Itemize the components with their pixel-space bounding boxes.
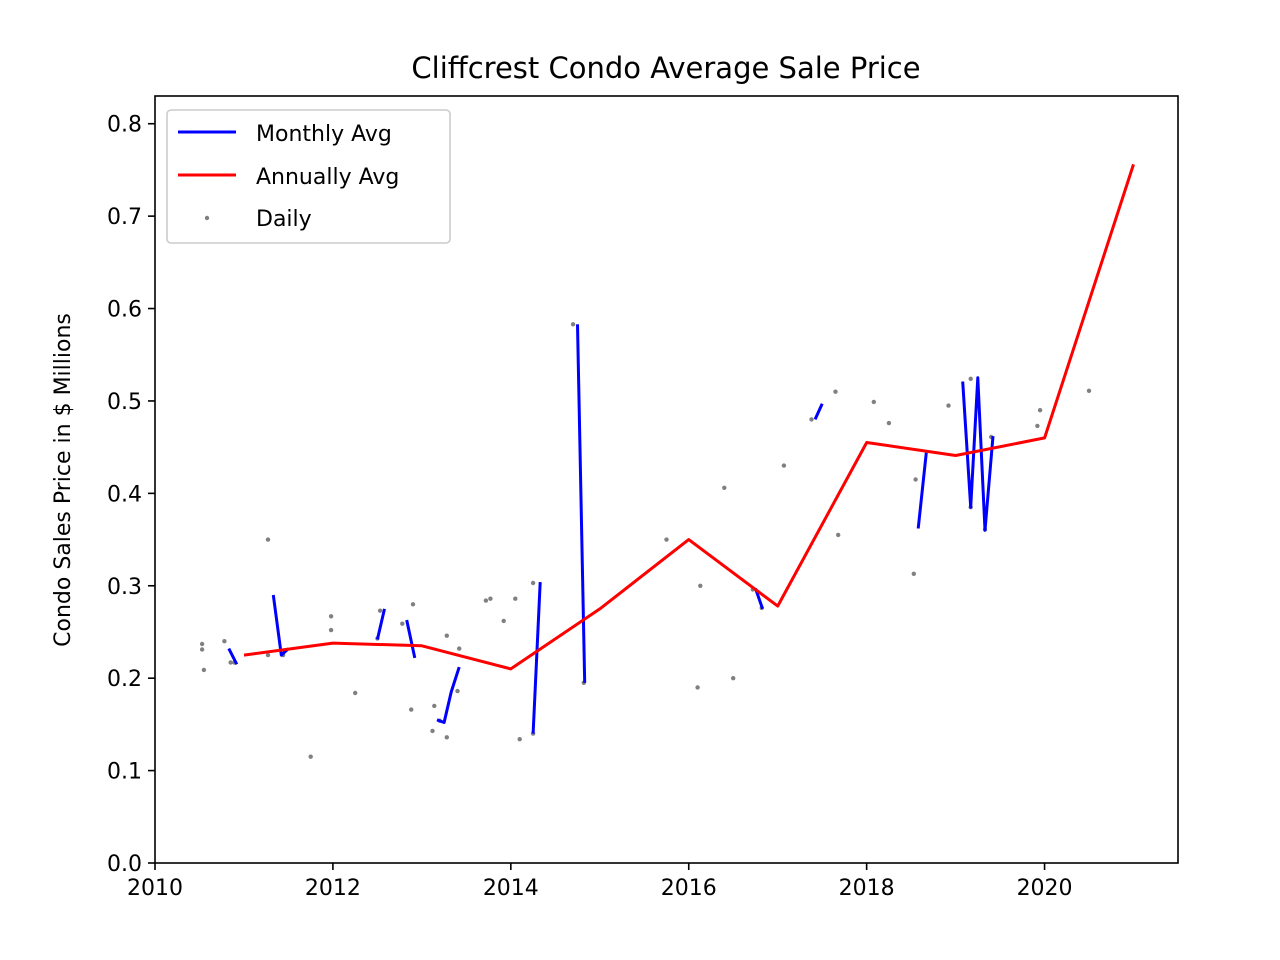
series-monthly-avg (227, 324, 995, 734)
daily-point (530, 580, 536, 586)
daily-point (488, 596, 493, 601)
monthly-avg-segment (916, 452, 928, 529)
daily-point (410, 602, 416, 607)
monthly-avg-segment (227, 647, 239, 665)
daily-point (483, 598, 489, 603)
daily-point (911, 571, 916, 576)
daily-point (501, 618, 506, 624)
daily-point (809, 417, 814, 422)
daily-point (308, 754, 313, 759)
daily-point (222, 639, 227, 644)
daily-point (1035, 423, 1040, 429)
daily-point (781, 463, 787, 468)
daily-point (886, 420, 892, 426)
x-tick-label: 2014 (483, 876, 539, 901)
daily-point (913, 477, 918, 482)
daily-point (400, 621, 405, 626)
x-tick-label: 2012 (305, 876, 361, 901)
daily-point (432, 703, 437, 709)
daily-point (265, 537, 271, 542)
daily-point (570, 322, 576, 327)
x-tick-label: 2010 (127, 876, 183, 901)
daily-point (201, 667, 207, 673)
daily-point (833, 389, 838, 394)
y-tick-label: 0.7 (107, 205, 142, 230)
daily-point (199, 647, 205, 652)
y-axis: 0.0 0.1 0.2 0.3 0.4 0.5 0.6 0.7 0.8 (107, 113, 155, 877)
x-tick-label: 2018 (839, 876, 895, 901)
x-axis: 2010 2012 2014 2016 2018 2020 (127, 863, 1073, 901)
daily-point (228, 660, 233, 665)
y-tick-label: 0.2 (107, 667, 142, 692)
monthly-avg-segment (375, 608, 386, 640)
y-tick-label: 0.0 (107, 852, 142, 877)
daily-point (698, 583, 703, 588)
daily-point (444, 735, 449, 740)
chart-title: Cliffcrest Condo Average Sale Price (411, 51, 920, 85)
monthly-avg-segment (576, 324, 587, 683)
monthly-avg-segment (405, 619, 417, 659)
daily-point (457, 646, 462, 651)
daily-point (409, 707, 414, 712)
y-tick-label: 0.6 (107, 298, 142, 323)
daily-point (946, 403, 951, 408)
legend: Monthly Avg Annually Avg Daily (166, 109, 451, 244)
daily-point (265, 652, 271, 658)
monthly-avg-segment (813, 403, 824, 421)
monthly-avg-segment (436, 666, 461, 724)
daily-point (968, 376, 973, 381)
y-tick-label: 0.4 (107, 482, 142, 507)
daily-point (353, 690, 358, 696)
daily-point (199, 641, 205, 647)
monthly-avg-segment (961, 376, 995, 532)
legend-label-annually: Annually Avg (256, 165, 399, 190)
legend-label-monthly: Monthly Avg (256, 122, 392, 147)
legend-swatch-daily (204, 215, 210, 221)
y-axis-label: Condo Sales Price in $ Millions (51, 313, 76, 647)
daily-point (871, 399, 876, 405)
y-tick-label: 0.8 (107, 113, 142, 138)
daily-point (722, 485, 727, 490)
daily-point (1086, 388, 1092, 393)
legend-box (166, 109, 451, 244)
daily-point (836, 532, 841, 538)
plot-area (199, 163, 1135, 759)
daily-point (328, 627, 334, 633)
daily-point (444, 633, 449, 638)
daily-point (328, 614, 334, 619)
daily-point (695, 685, 700, 690)
daily-point (455, 688, 460, 694)
monthly-avg-segment (531, 582, 542, 734)
x-tick-label: 2020 (1017, 876, 1073, 901)
daily-point (664, 537, 669, 542)
y-tick-label: 0.1 (107, 760, 142, 785)
daily-point (377, 608, 383, 613)
daily-point (517, 737, 522, 742)
daily-point (1037, 408, 1043, 413)
y-tick-label: 0.3 (107, 575, 142, 600)
x-tick-label: 2016 (661, 876, 717, 901)
annually-avg-line (243, 163, 1135, 671)
daily-point (430, 728, 435, 734)
plot-frame (154, 95, 1179, 864)
daily-point (513, 596, 518, 601)
y-tick-label: 0.5 (107, 390, 142, 415)
daily-point (731, 676, 736, 681)
legend-label-daily: Daily (256, 207, 312, 232)
